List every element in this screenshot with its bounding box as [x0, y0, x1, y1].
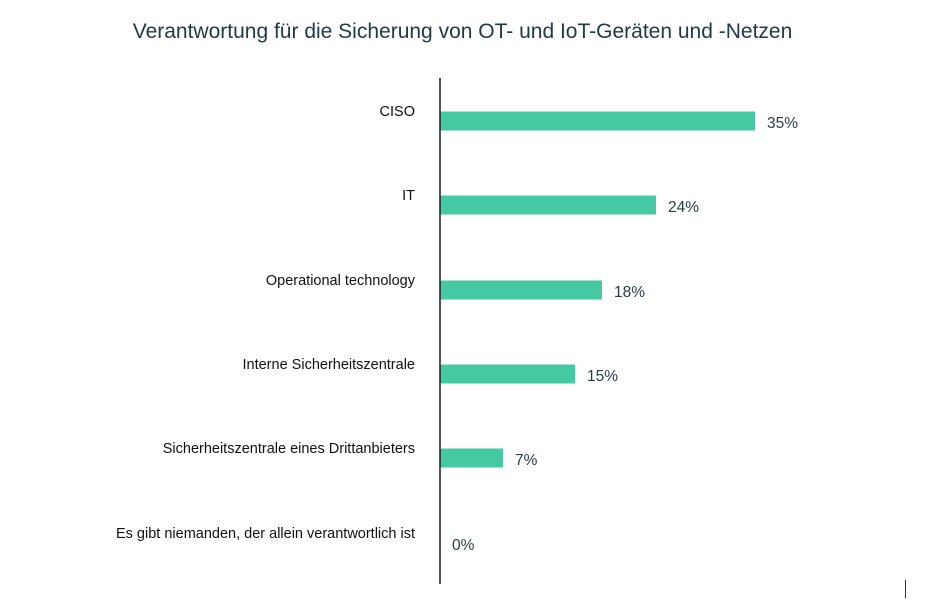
category-label-4: Sicherheitszentrale eines Drittanbieters	[163, 441, 415, 457]
bar-4	[440, 448, 503, 468]
value-label-4: 7%	[515, 452, 538, 469]
category-label-0: CISO	[380, 104, 415, 120]
category-label-3: Interne Sicherheitszentrale	[243, 357, 416, 373]
value-label-3: 15%	[587, 368, 618, 385]
value-label-1: 24%	[668, 199, 699, 216]
category-label-2: Operational technology	[266, 273, 416, 289]
category-label-1: IT	[402, 188, 415, 204]
category-label-5: Es gibt niemanden, der allein verantwort…	[116, 526, 415, 542]
bar-3	[440, 364, 575, 384]
value-label-2: 18%	[614, 284, 645, 301]
value-label-0: 35%	[767, 115, 798, 132]
labels-layer: CISO 35% IT 24% Operational technology 18% Int…	[116, 104, 798, 554]
corner-mark	[905, 580, 906, 598]
chart-title: Verantwortung für die Sicherung von OT- …	[132, 20, 793, 43]
bar-2	[440, 280, 602, 300]
bar-0	[440, 111, 755, 131]
bars-layer	[440, 111, 755, 468]
value-label-5: 0%	[452, 537, 475, 554]
bar-1	[440, 195, 656, 215]
